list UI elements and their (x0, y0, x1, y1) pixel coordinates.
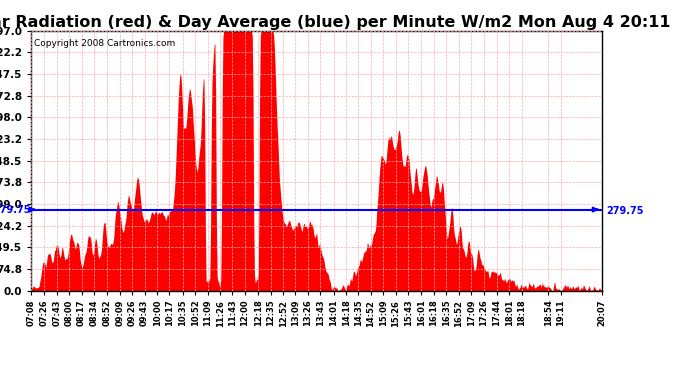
Text: 279.75: 279.75 (0, 205, 31, 214)
Title: Solar Radiation (red) & Day Average (blue) per Minute W/m2 Mon Aug 4 20:11: Solar Radiation (red) & Day Average (blu… (0, 15, 670, 30)
Text: Copyright 2008 Cartronics.com: Copyright 2008 Cartronics.com (34, 39, 175, 48)
